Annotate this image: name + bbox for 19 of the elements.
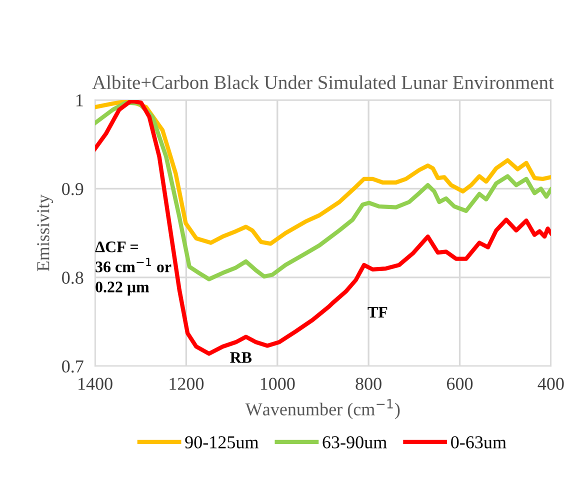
x-tick-label: 800 [356, 378, 382, 390]
x-axis-title: Wavenumber (cm$^{−1}$) [245, 399, 400, 420]
chart-title: Albite+Carbon Black Under Simulated Lunar Environment [92, 75, 554, 90]
x-tick-label: 1400 [78, 378, 112, 390]
annotation: ΔCF = 36 cm$^{−1}$ or 0.22 μm [95, 242, 172, 296]
x-tick-label: 1200 [170, 378, 204, 390]
y-tick-label: 0.9 [62, 182, 84, 196]
x-tick-label: 400 [538, 378, 564, 390]
annotation: TF [368, 307, 388, 318]
y-tick-label: 1 [76, 94, 83, 106]
legend-label: 0-63um [451, 436, 506, 448]
x-tick-label: 1000 [260, 378, 295, 390]
legend-label: 63-90um [322, 436, 387, 448]
x-tick-label: 600 [446, 378, 473, 390]
y-tick-label: 0.8 [62, 272, 84, 284]
legend-label: 90-125um [185, 436, 259, 448]
annotation: RB [230, 352, 252, 363]
y-axis-title: Emissivity [37, 194, 54, 272]
y-tick-label: 0.7 [62, 360, 84, 373]
